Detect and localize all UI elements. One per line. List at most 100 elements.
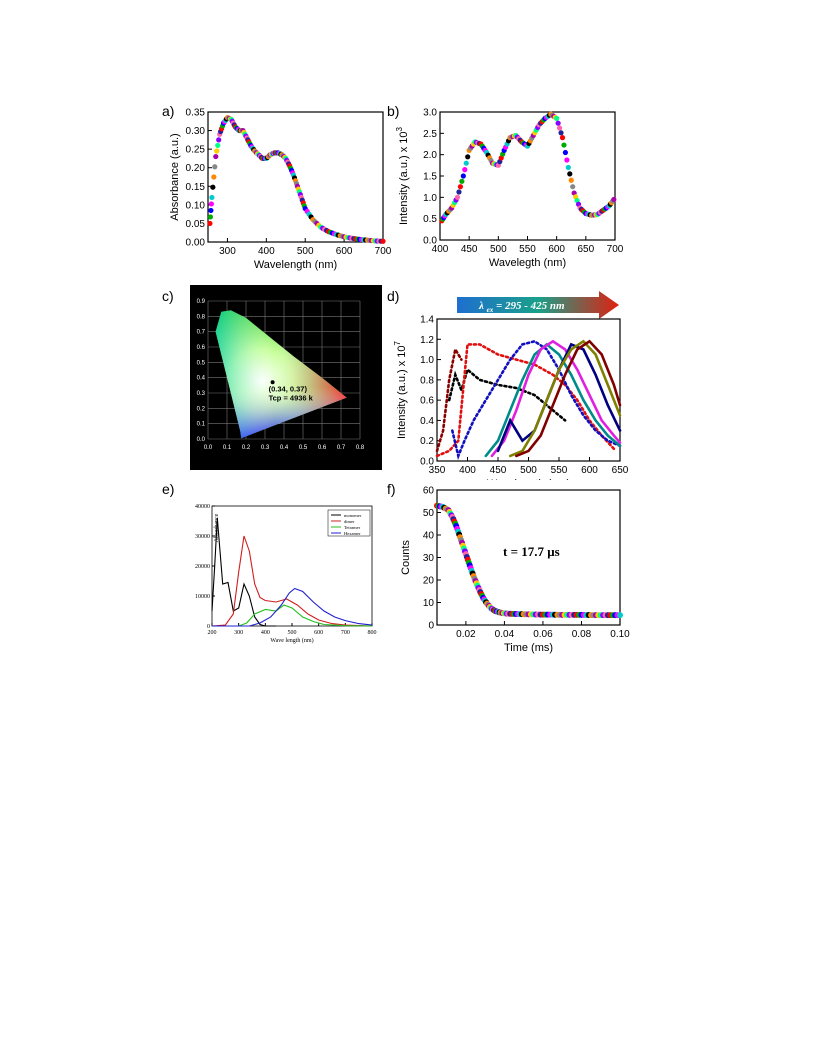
y-tick-label: 0.3 — [197, 391, 206, 397]
data-point — [562, 149, 569, 156]
series-line — [508, 339, 622, 458]
cie-locus-cyan — [215, 310, 347, 439]
series-line — [484, 342, 622, 458]
series-line — [211, 535, 373, 627]
data-point — [208, 201, 215, 207]
x-tick-label: 450 — [490, 465, 507, 476]
x-tick-label: 350 — [429, 465, 446, 476]
y-tick-label: 0.5 — [423, 214, 437, 225]
x-tick-label: 700 — [607, 244, 624, 255]
y-tick-label: 0.20 — [186, 163, 206, 174]
x-tick-label: 0.7 — [337, 445, 346, 451]
x-tick-label: 500 — [490, 244, 507, 255]
y-tick-label: 0.35 — [186, 108, 206, 119]
y-tick-label: 0.0 — [197, 437, 206, 443]
x-tick-label: 0.10 — [610, 629, 630, 640]
series-line — [490, 339, 622, 458]
x-tick-label: 400 — [459, 465, 476, 476]
chromaticity-point — [270, 380, 275, 385]
data-point — [465, 154, 471, 160]
y-tick-label: 0 — [428, 621, 434, 632]
y-tick-label: 1.2 — [420, 335, 434, 346]
y-tick-label: 0.1 — [197, 422, 206, 428]
x-tick-label: 700 — [341, 630, 350, 636]
x-tick-label: 0.06 — [533, 629, 553, 640]
x-axis-label: Wavelength (nm) — [254, 259, 337, 271]
y-tick-label: 1.0 — [423, 193, 437, 204]
chart-a: 300 400 500 600 700 0.00 0.05 0.10 0.15 0.20 0.25 0… — [162, 103, 392, 271]
x-tick-label: 200 — [208, 630, 217, 636]
panel-a: 300 400 500 600 700 0.00 0.05 0.10 0.15 0.20 0.25 0… — [160, 100, 400, 280]
y-tick-label: 0.2 — [420, 436, 434, 447]
data-point — [216, 137, 222, 143]
x-tick-label: 0.5 — [299, 445, 308, 451]
x-tick-label: 0.6 — [318, 445, 327, 451]
x-axis-label: Wavelegth (nm) — [489, 257, 566, 269]
lifetime-annotation: t = 17.7 μs — [503, 544, 560, 559]
data-point — [554, 115, 560, 121]
y-tick-label: 0.8 — [197, 314, 206, 320]
data-point — [463, 160, 469, 166]
data-point — [456, 189, 462, 195]
panel-c: 0.0 0.1 0.2 0.3 0.4 0.5 0.6 0.7 0.8 0.0 0.1 0.2 0.3 0… — [160, 285, 382, 475]
legend-label: Hexamer — [344, 531, 361, 536]
data-point — [556, 125, 563, 131]
data-point — [617, 612, 623, 619]
y-tick-label: 0.0 — [423, 236, 437, 247]
plot-frame — [207, 111, 384, 243]
y-axis-label-exponent: 3 — [395, 126, 404, 131]
y-axis-label-exponent: 7 — [393, 340, 402, 345]
x-tick-label: 0.0 — [204, 445, 213, 451]
y-tick-label: 1.0 — [420, 355, 434, 366]
x-tick-label: 0.4 — [280, 445, 289, 451]
data-point — [207, 220, 213, 227]
data-point — [462, 167, 468, 173]
panel-e: 200 300 400 500 600 700 800 0 10000 20000 30000 400… — [160, 478, 382, 653]
chart-e: 200 300 400 500 600 700 800 0 10000 20000 30000 400… — [162, 481, 377, 644]
x-tick-label: 0.2 — [242, 445, 251, 451]
x-tick-label: 650 — [577, 244, 594, 255]
excitation-arrow — [457, 291, 619, 319]
data-point — [568, 177, 574, 183]
data-point — [209, 194, 215, 201]
x-tick-label: 300 — [219, 246, 236, 257]
x-tick-label: 400 — [258, 246, 275, 257]
plot-frame — [439, 111, 616, 241]
x-tick-label: 300 — [234, 630, 243, 636]
y-axis-label: Absorbance (a.u.) — [169, 133, 181, 220]
data-point — [208, 207, 214, 214]
x-tick-label: 0.08 — [572, 629, 592, 640]
y-tick-label: 20 — [423, 576, 435, 587]
y-tick-label: 0.00 — [186, 238, 206, 249]
y-tick-label: 0.30 — [186, 126, 206, 137]
panel-label: c) — [162, 288, 174, 304]
y-tick-label: 20000 — [195, 564, 210, 570]
y-tick-label: 1.4 — [420, 315, 434, 326]
y-tick-label: 0.6 — [420, 396, 434, 407]
y-tick-label: 2.5 — [423, 129, 437, 140]
data-point — [611, 196, 617, 203]
y-tick-label: 0.5 — [197, 360, 206, 366]
banner-subscript: ex — [487, 306, 494, 314]
x-tick-label: 400 — [261, 630, 270, 636]
chart-b: 400 450 500 550 600 650 700 0.0 0.5 1.0 1.5 2.0 2.5 3… — [387, 103, 624, 269]
y-tick-label: 0.4 — [420, 416, 434, 427]
excitation-banner: λ ex = 295 - 425 nm — [478, 300, 565, 314]
data-point — [460, 173, 466, 179]
data-point — [457, 184, 464, 190]
y-tick-label: 0.9 — [197, 299, 206, 305]
chart-d: λ ex = 295 - 425 nm 350 400 450 500 550 600 650… — [387, 288, 629, 490]
y-tick-label: 0.15 — [186, 182, 206, 193]
panel-label: f) — [387, 481, 396, 497]
panel-f: 0.02 0.04 0.06 0.08 0.10 0 10 20 30 40 50 60 Time (m… — [385, 478, 630, 663]
panel-label: e) — [162, 481, 174, 497]
y-axis-label: Intensity (a.u.) x 107 — [393, 340, 408, 439]
x-tick-label: 550 — [551, 465, 568, 476]
data-point — [559, 135, 566, 141]
x-tick-label: 500 — [288, 630, 297, 636]
data-point — [555, 120, 561, 126]
y-tick-label: 2.0 — [423, 150, 437, 161]
banner-range: = 295 - 425 nm — [493, 300, 565, 312]
data-point — [558, 130, 564, 136]
y-tick-label: 0.6 — [197, 345, 206, 351]
